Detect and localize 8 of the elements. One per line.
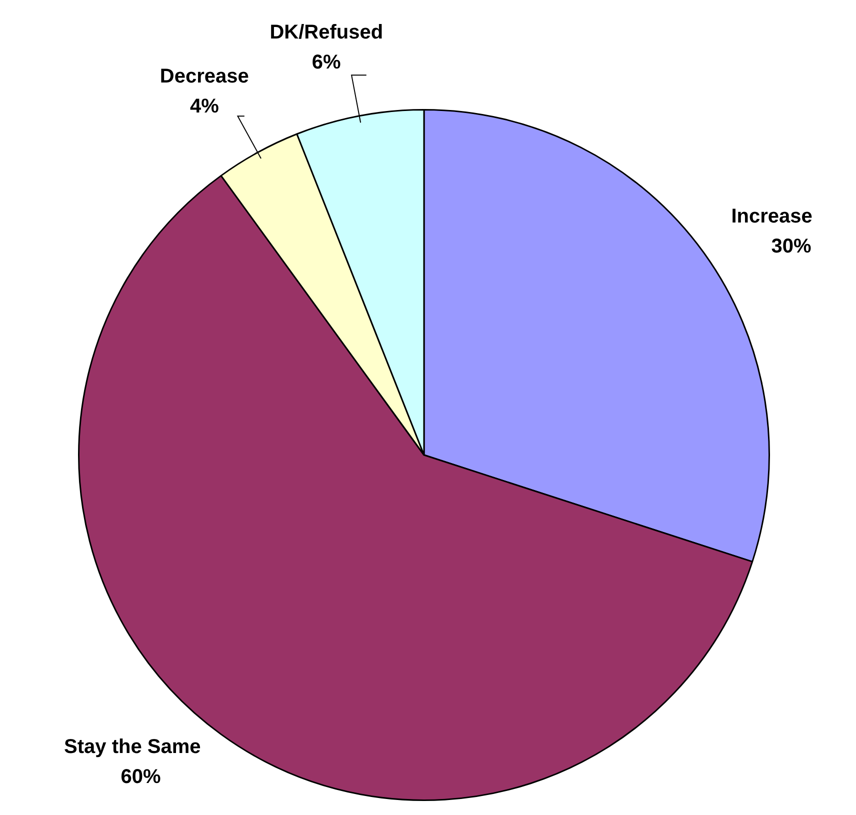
slice-label: DK/Refused [270,22,384,44]
data-label: 60% [120,766,161,788]
data-label: 30% [771,235,812,258]
data-label: 4% [190,95,220,118]
slice-label: Increase [731,205,812,228]
slice-label: Decrease [160,65,249,88]
slice-label: Stay the Same [64,736,201,758]
data-label: 6% [312,52,342,74]
